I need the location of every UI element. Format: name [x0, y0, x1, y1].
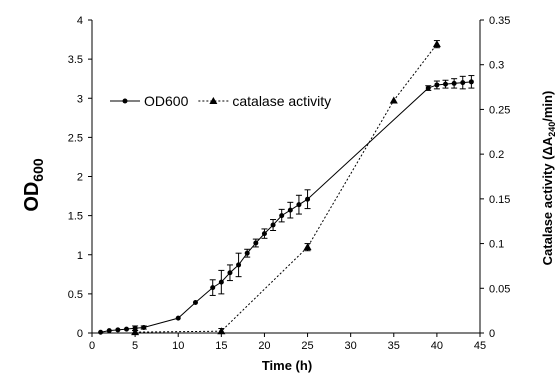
x-axis-ticks: 0 5 10 15 20 25 30 35 40 45 — [89, 333, 486, 352]
right-y-axis-title-suffix: /min) — [540, 91, 555, 122]
right-y-tick-label: 0.2 — [489, 149, 504, 161]
data-point-triangle — [389, 96, 398, 104]
data-point-circle — [106, 328, 112, 334]
data-point-circle — [443, 81, 449, 87]
legend-item-od600: OD600 — [110, 93, 189, 109]
right-y-tick-label: 0.25 — [489, 104, 510, 116]
data-point-triangle — [432, 40, 441, 48]
left-y-tick-label: 0.5 — [68, 289, 83, 301]
data-point-circle — [460, 80, 466, 86]
data-point-circle — [123, 326, 129, 332]
legend-label: catalase activity — [232, 93, 331, 109]
series-od600 — [98, 75, 475, 335]
series-catalase-activity — [131, 40, 441, 336]
left-y-tick-label: 2.5 — [68, 132, 83, 144]
data-point-circle — [218, 279, 224, 285]
data-point-circle — [434, 82, 440, 88]
legend-label: OD600 — [144, 93, 189, 109]
data-point-circle — [236, 262, 242, 268]
left-y-axis-title: OD600 — [21, 158, 46, 212]
x-tick-label: 45 — [474, 340, 486, 352]
x-tick-label: 40 — [431, 340, 443, 352]
x-tick-label: 10 — [172, 340, 184, 352]
right-y-tick-label: 0.35 — [489, 15, 510, 27]
data-point-triangle — [217, 327, 226, 335]
data-point-circle — [451, 80, 457, 86]
left-y-tick-label: 3.5 — [68, 54, 83, 66]
legend-marker-circle — [122, 98, 128, 104]
series-line-catalase-activity — [135, 43, 438, 333]
right-y-tick-label: 0.05 — [489, 283, 510, 295]
x-tick-label: 35 — [388, 340, 400, 352]
data-point-circle — [425, 85, 431, 91]
left-y-axis-title-main: OD — [21, 182, 43, 212]
data-point-circle — [279, 213, 285, 219]
legend-item-catalase-activity: catalase activity — [198, 93, 331, 109]
left-y-tick-label: 2 — [77, 172, 83, 184]
x-tick-label: 5 — [132, 340, 138, 352]
right-y-tick-label: 0 — [489, 328, 495, 340]
left-y-tick-label: 0 — [77, 328, 83, 340]
data-point-triangle — [303, 243, 312, 251]
right-y-axis-title-prefix: Catalase activity (ΔA — [540, 136, 555, 265]
x-tick-label: 15 — [215, 340, 227, 352]
data-point-circle — [305, 196, 311, 202]
data-point-circle — [468, 79, 474, 85]
data-point-circle — [227, 270, 233, 276]
left-y-tick-label: 1 — [77, 250, 83, 262]
data-point-circle — [98, 329, 104, 335]
x-axis-title: Time (h) — [262, 358, 312, 373]
x-tick-label: 0 — [89, 340, 95, 352]
right-y-tick-label: 0.1 — [489, 239, 504, 251]
data-point-circle — [175, 315, 181, 321]
data-point-triangle — [131, 328, 140, 336]
right-y-tick-label: 0.3 — [489, 60, 504, 72]
data-point-circle — [253, 240, 259, 246]
left-y-tick-label: 3 — [77, 93, 83, 105]
series-layer — [98, 40, 475, 336]
x-tick-label: 20 — [258, 340, 270, 352]
data-point-circle — [210, 285, 216, 291]
right-y-axis-ticks: 0 0.05 0.1 0.15 0.2 0.25 0.3 0.35 — [480, 15, 510, 340]
x-tick-label: 30 — [345, 340, 357, 352]
data-point-circle — [192, 299, 198, 305]
legend: OD600 catalase activity — [110, 93, 331, 109]
right-y-axis-title-sub: 240 — [547, 122, 557, 137]
data-point-circle — [115, 327, 121, 333]
data-point-circle — [244, 250, 250, 256]
data-point-circle — [270, 222, 276, 228]
left-y-axis-ticks: 0 0.5 1 1.5 2 2.5 3 3.5 4 — [68, 15, 92, 340]
plot-frame — [91, 20, 481, 334]
right-y-axis-title: Catalase activity (ΔA240/min) — [540, 91, 557, 266]
data-point-circle — [141, 325, 147, 331]
data-point-circle — [296, 202, 302, 208]
data-point-circle — [287, 207, 293, 213]
left-y-axis-title-sub: 600 — [30, 158, 46, 182]
data-point-circle — [261, 231, 267, 237]
right-y-tick-label: 0.15 — [489, 194, 510, 206]
x-tick-label: 25 — [301, 340, 313, 352]
left-y-tick-label: 1.5 — [68, 211, 83, 223]
left-y-tick-label: 4 — [77, 15, 83, 27]
series-line-od600 — [100, 81, 472, 333]
legend-marker-triangle — [209, 97, 218, 104]
